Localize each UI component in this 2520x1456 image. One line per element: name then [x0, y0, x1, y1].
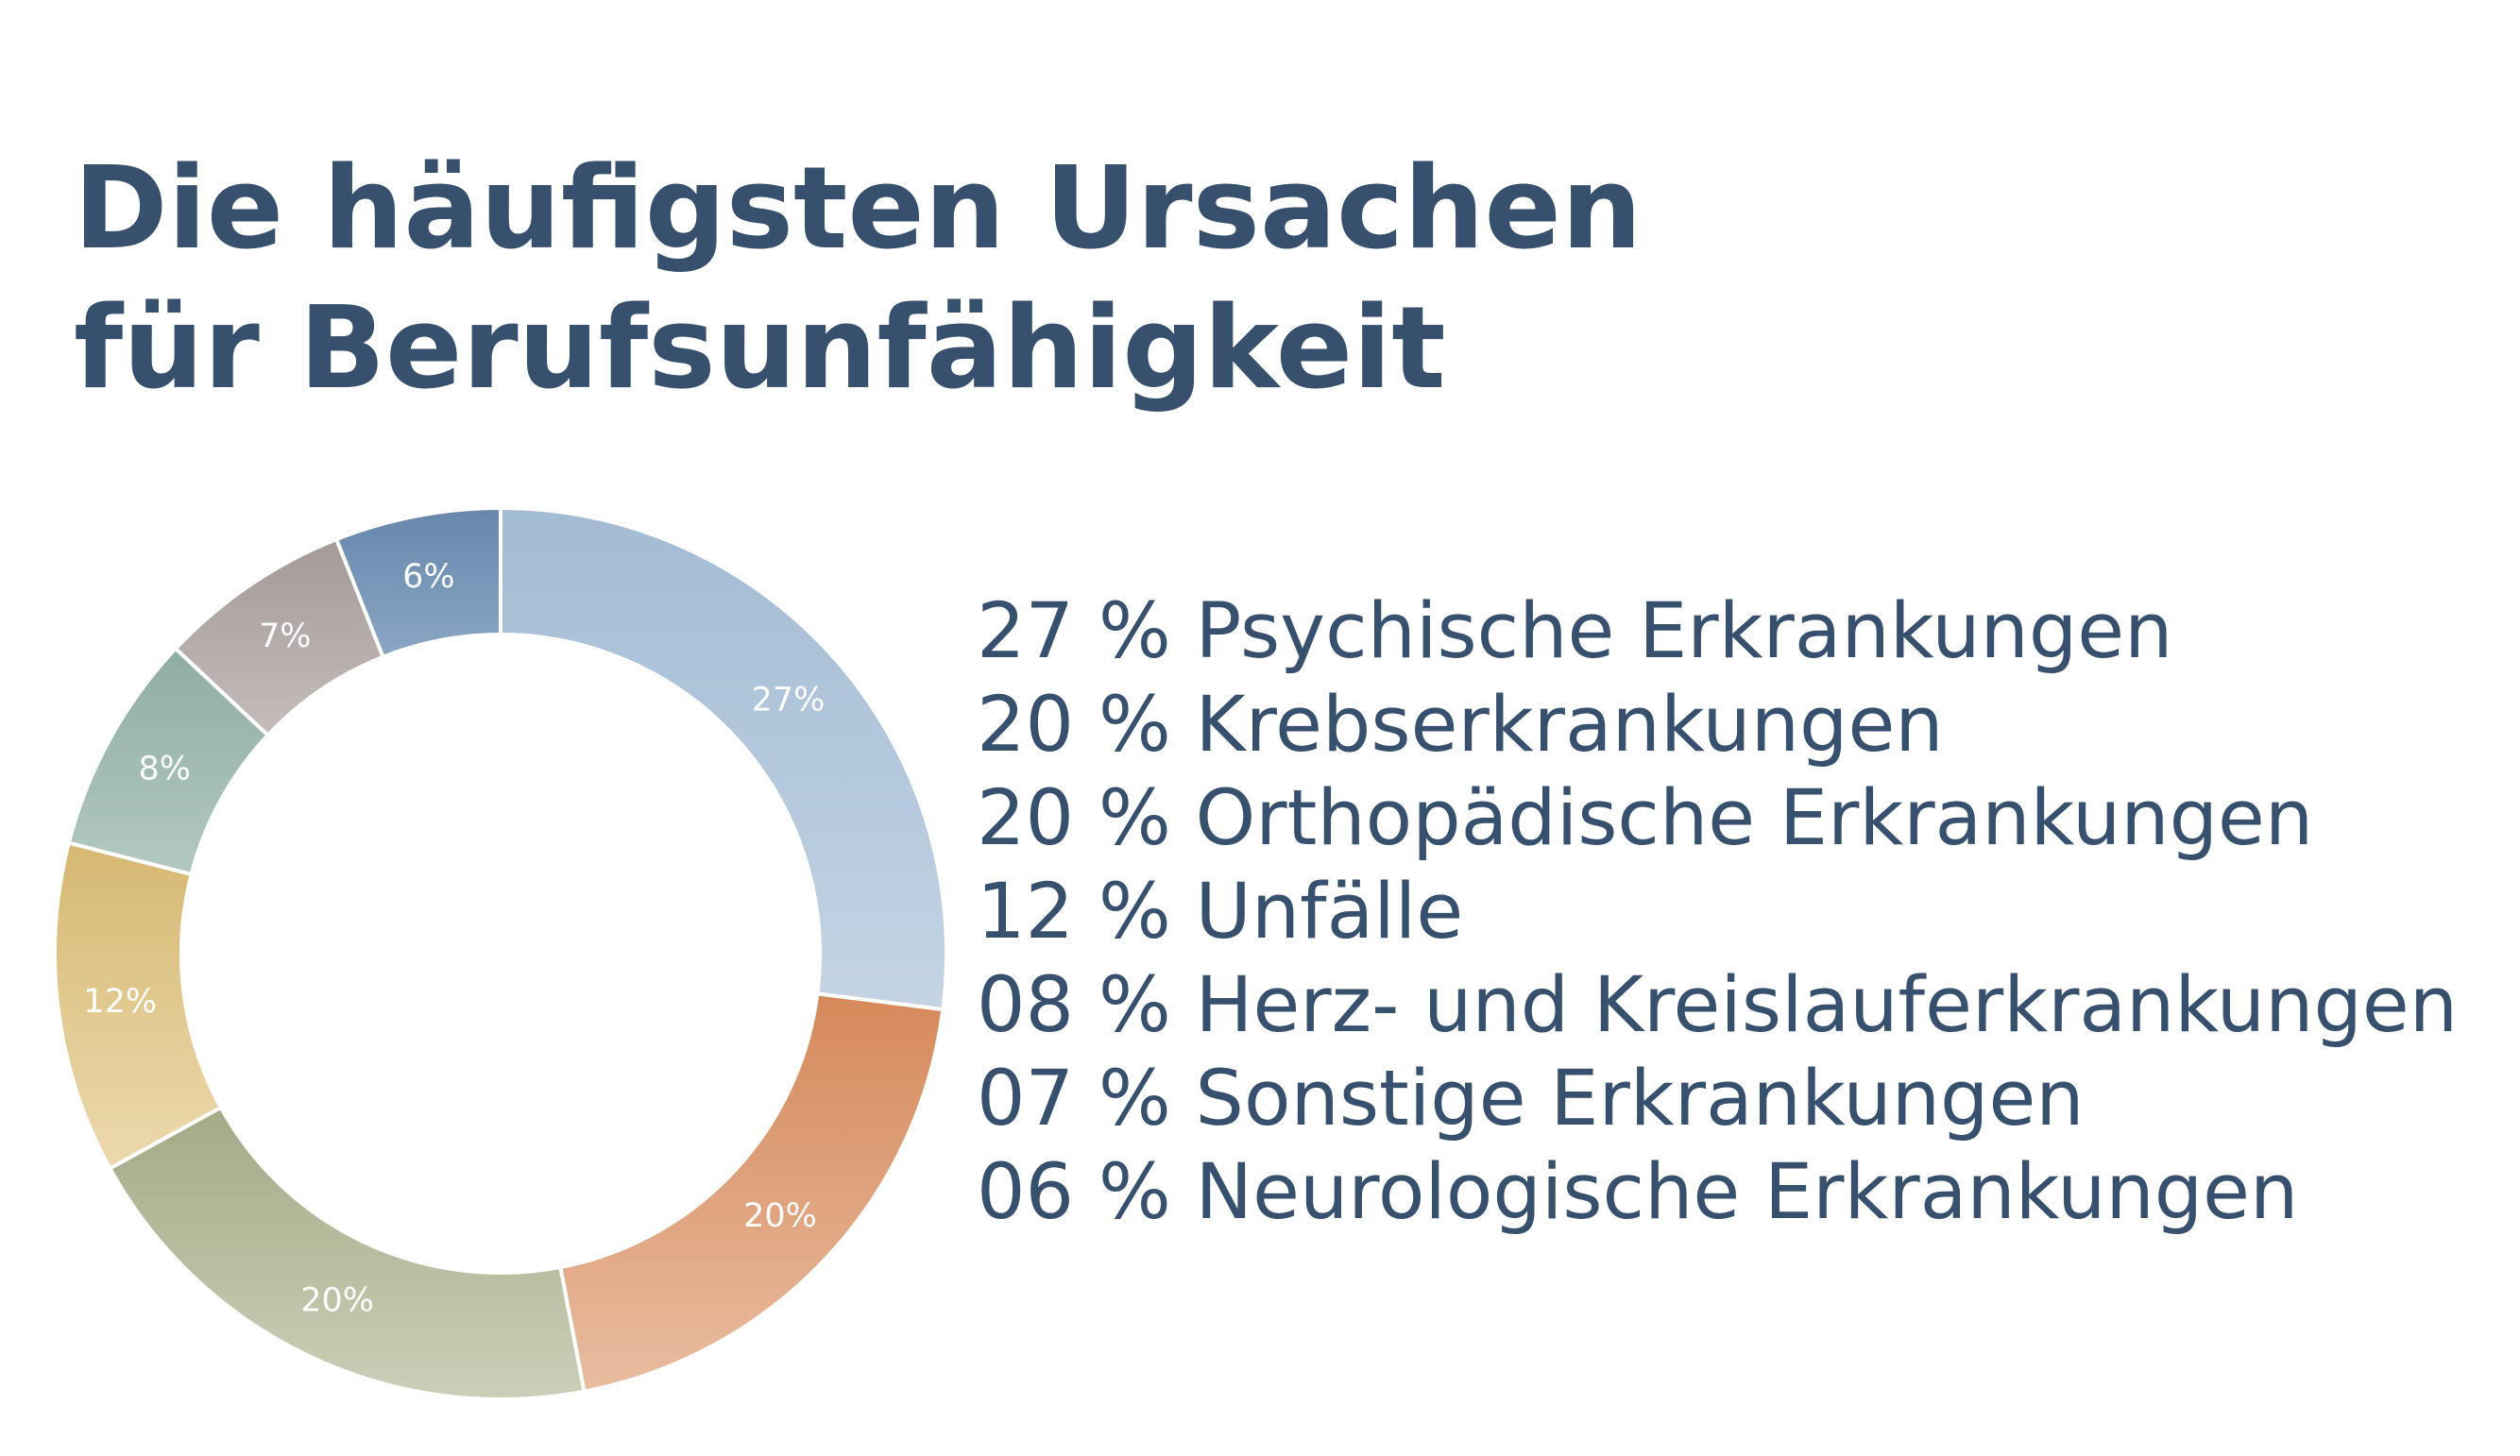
slice-orthopaedische-erkrankungen: [107, 1105, 587, 1401]
legend: 27 % Psychische Erkrankungen 20 % Krebse…: [977, 585, 2458, 1240]
slice-label-psychische-erkrankungen: 27%: [752, 682, 826, 720]
chart-title-line-2: für Berufsunfähigkeit: [74, 283, 1446, 415]
slice-label-orthopaedische-erkrankungen: 20%: [300, 1281, 374, 1319]
slice-label-herz-und-kreislauferkrankungen: 8%: [138, 750, 191, 787]
chart-title-line-1: Die häufigsten Ursachen: [74, 144, 1643, 275]
slice-psychische-erkrankungen: [499, 505, 948, 1012]
legend-item-unfaelle: 12 % Unfälle: [977, 868, 1464, 957]
donut-chart: 27% 20% 20% 12% 8% 7% 6%: [53, 505, 948, 1401]
legend-item-herz-kreislauferkrankungen: 08 % Herz- und Kreislauferkrankungen: [977, 961, 2459, 1050]
slice-label-krebserkrankungen: 20%: [743, 1197, 817, 1235]
donut-slices: [53, 505, 948, 1401]
slice-krebserkrankungen: [557, 991, 945, 1394]
slice-label-neurologische-erkrankungen: 6%: [402, 558, 455, 596]
legend-item-krebserkrankungen: 20 % Krebserkrankungen: [977, 681, 1944, 770]
legend-item-psychische-erkrankungen: 27 % Psychische Erkrankungen: [977, 587, 2173, 676]
slice-neurologische-erkrankungen: [333, 505, 502, 660]
legend-item-sonstige-erkrankungen: 07 % Sonstige Erkrankungen: [977, 1055, 2085, 1143]
legend-item-neurologische-erkrankungen: 06 % Neurologische Erkrankungen: [977, 1148, 2299, 1237]
chart-title: Die häufigsten Ursachen für Berufsunfähi…: [74, 140, 1642, 419]
legend-item-orthopaedische-erkrankungen: 20 % Orthopädische Erkrankungen: [977, 774, 2314, 863]
slice-label-unfaelle: 12%: [83, 983, 157, 1021]
donut-slice-labels: 27% 20% 20% 12% 8% 7% 6%: [83, 558, 825, 1319]
slice-label-sonstige-erkrankungen: 7%: [259, 618, 312, 655]
